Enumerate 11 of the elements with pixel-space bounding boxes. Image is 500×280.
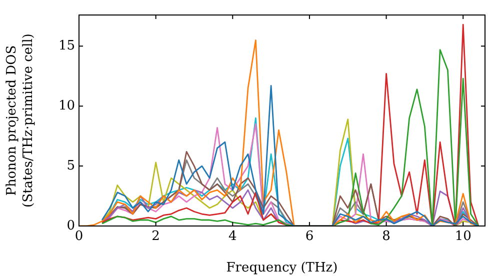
x-tick-label: 8: [382, 229, 390, 244]
x-tick-label: 6: [305, 229, 314, 244]
y-tick-label: 0: [66, 218, 75, 234]
x-axis-title: Frequency (THz): [226, 260, 338, 276]
y-axis-title: Phonon projected DOS (States/THz·primitive cell): [4, 33, 36, 208]
y-tick-label: 15: [58, 38, 75, 54]
y-tick-label: 10: [58, 98, 75, 114]
x-tick-label: 10: [454, 229, 472, 244]
y-tick-label: 5: [66, 158, 75, 174]
x-tick-label: 2: [152, 229, 160, 244]
x-tick-label: 4: [228, 229, 237, 244]
